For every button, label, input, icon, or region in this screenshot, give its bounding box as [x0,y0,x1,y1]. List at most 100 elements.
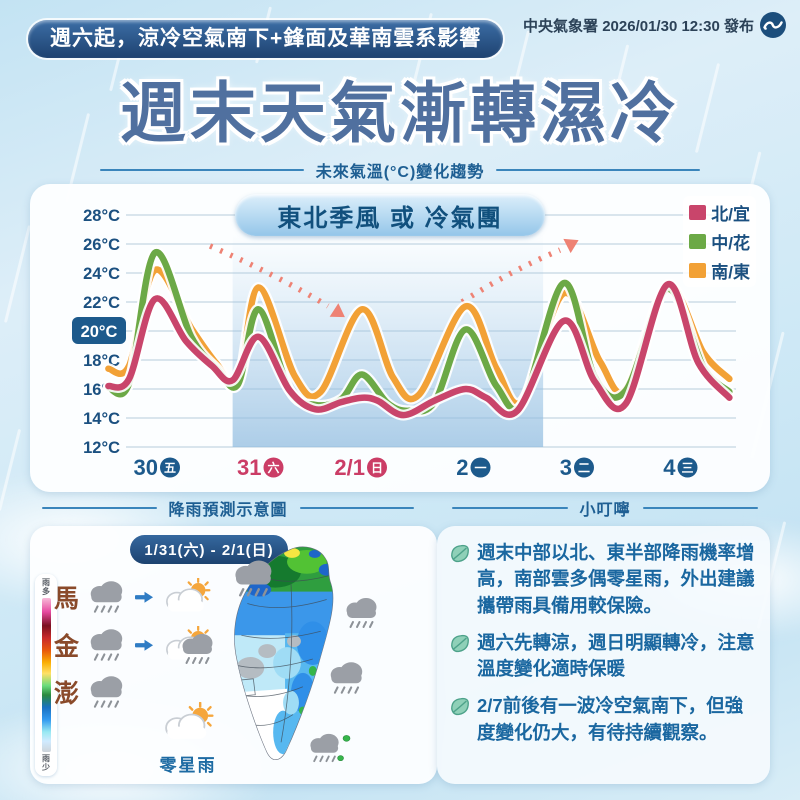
rain-section-header: 降雨預測示意圖 [42,496,415,520]
tip-text: 週末中部以北、東半部降雨機率增高，南部雲多偶零星雨，外出建議攜帶雨具備用較保險。 [477,542,755,616]
xtick-date: 30 [134,455,158,480]
arrow-right-icon [135,639,154,651]
legend-item-北/宜: 北/宜 [689,200,750,225]
arrow-right-icon [135,591,154,603]
forecast-period-pill: 1/31(六) - 2/1(日) [130,535,288,564]
xtick-date: 31 [237,455,261,480]
xtick-dow-circle [367,457,387,478]
tips-list: 週末中部以北、東半部降雨機率增高，南部雲多偶零星雨，外出建議攜帶雨具備用較保險。… [449,540,756,746]
taiwan-precipitation-map [234,546,351,762]
trend-arrow-up [460,247,562,305]
agency-row: 中央氣象署 2026/01/30 12:30 發布 [523,12,786,38]
chart-section-header: 未來氣溫(°C)變化趨勢 [100,158,700,182]
xtick-date: 2/1 [334,455,365,480]
xtick-day-30: 30 五 [134,455,180,480]
rain-cloud-icon [181,633,214,664]
island-label: 金 [54,633,80,661]
rain-cloud-icon [345,597,378,628]
tip-text: 週六先轉涼，週日明顯轉冷，注意溫度變化適時保暖 [477,631,755,680]
rain-cloud-icon [89,580,124,613]
legend-swatch [689,205,707,220]
ytick-label: 14°C [83,410,120,428]
scale-more-label: 雨多 [41,578,51,596]
legend-swatch [689,234,707,249]
rain-cloud-icon [89,675,124,708]
leaf-icon [451,634,469,652]
page-title: 週末天氣漸轉濕冷 [120,76,680,150]
legend-label: 北/宜 [711,205,750,224]
leaf-icon [451,544,469,563]
rain-cloud-icon [309,732,340,763]
xtick-date: 3 [560,455,572,480]
legend-label: 中/花 [711,234,750,253]
chart-legend: 北/宜中/花南/東 [683,196,756,287]
divider-line [642,507,759,509]
rain-cloud-icon [329,661,364,694]
tip-item: 2/7前後有一波冷空氣南下，但強度變化仍大，有待持續觀察。 [449,693,756,746]
xtick-dow: 三 [681,461,693,475]
xtick-dow-circle [470,457,491,478]
xtick-date: 2 [456,455,468,480]
scale-less-label: 雨少 [41,754,51,772]
xtick-dow: 一 [474,461,486,475]
rain-section-title: 降雨預測示意圖 [168,502,288,519]
rain-cloud-icon [89,628,124,661]
rain-streak [3,225,32,323]
legend-swatch [689,263,707,278]
agency-issued-text: 中央氣象署 2026/01/30 12:30 發布 [523,17,754,35]
ytick-highlight-badge [72,317,126,344]
divider-line [100,169,304,171]
tip-item: 週末中部以北、東半部降雨機率增高，南部雲多偶零星雨，外出建議攜帶雨具備用較保險。 [449,540,756,619]
island-forecast-penghu: 澎 [54,674,128,710]
ytick-label: 20°C [81,323,118,341]
xtick-dow: 二 [578,461,590,475]
offshore-island-dot [342,735,351,742]
trend-arrow-down [208,243,330,309]
ytick-label: 22°C [83,294,120,312]
ytick-label: 26°C [83,236,120,254]
xtick-dow-circle [160,457,180,478]
island-label: 馬 [54,585,80,613]
xtick-dow: 日 [371,461,383,475]
xtick-dow-circle [677,457,698,478]
partly-sunny-icon [164,701,214,741]
rain-cloud-icon [234,559,273,597]
chart-section-title: 未來氣溫(°C)變化趨勢 [315,164,485,181]
leaf-icon [451,698,469,716]
headline-badge: 週六起，涼冷空氣南下+鋒面及華南雲系影響 [28,20,504,58]
divider-line [452,507,568,509]
xtick-dow-circle [263,457,284,478]
temperature-chart-card: 28°C 26°C 24°C 22°C 20°C 18°C 16°C 14°C 12°C 30 五 3… [30,184,770,492]
series-line-北/宜 [105,281,733,419]
scattered-rain-note: 零星雨 [142,701,234,776]
legend-item-南/東: 南/東 [689,258,750,283]
tips-section-title: 小叮嚀 [579,502,631,519]
monsoon-annotation-pill: 東北季風 或 冷氣團 [235,194,545,236]
legend-item-中/花: 中/花 [689,229,750,254]
rainfall-scale: 雨多 雨少 [35,574,57,776]
tip-item: 週六先轉涼，週日明顯轉冷，注意溫度變化適時保暖 [449,630,756,683]
trend-arrow-up-head [563,238,579,254]
offshore-island-dot [337,755,344,762]
xtick-dow: 六 [267,460,279,475]
cwa-logo-icon [760,12,786,38]
rainfall-scale-gradient [41,598,51,752]
tips-card: 週末中部以北、東半部降雨機率增高，南部雲多偶零星雨，外出建議攜帶雨具備用較保險。… [437,526,770,784]
scattered-rain-label: 零星雨 [159,756,217,775]
ytick-label: 28°C [83,207,120,225]
legend-label: 南/東 [711,263,750,282]
ytick-label: 12°C [83,439,120,457]
divider-line [299,507,415,509]
xtick-dow-circle [574,457,594,478]
island-forecast-kinmen: 金 [54,626,213,664]
divider-line [496,169,700,171]
island-forecast-matsu: 馬 [54,578,213,616]
tips-section-header: 小叮嚀 [452,496,759,520]
ytick-label: 24°C [83,265,120,283]
rain-forecast-card: 1/31(六) - 2/1(日) 雨多 雨少 馬 金 澎 [30,526,437,784]
divider-line [42,507,157,509]
